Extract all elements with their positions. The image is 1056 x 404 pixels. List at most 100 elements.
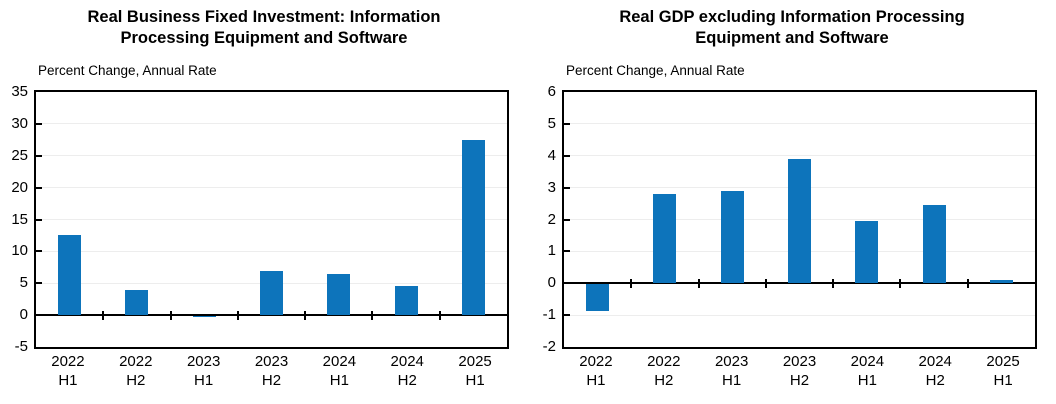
x-axis-tick xyxy=(697,279,700,289)
x-label-half: H1 xyxy=(465,372,485,389)
gridline xyxy=(36,155,507,157)
x-axis-tick xyxy=(371,311,374,321)
x-axis-category-label: 2024 H1 xyxy=(305,352,373,390)
gridline xyxy=(564,314,1035,316)
x-label-half: H1 xyxy=(586,372,606,389)
y-axis-tick-label: 35 xyxy=(11,83,28,100)
y-axis-tick xyxy=(36,282,42,285)
bar xyxy=(855,221,879,284)
x-label-year: 2022 xyxy=(119,353,153,370)
chart-title-line1: Real Business Fixed Investment: Informat… xyxy=(87,8,441,26)
zero-axis-line xyxy=(36,314,507,317)
chart-title-line2: Processing Equipment and Software xyxy=(120,29,408,47)
x-label-year: 2023 xyxy=(714,353,749,370)
y-axis-tick-label: 30 xyxy=(11,114,28,132)
x-axis-category-label: 2024 H1 xyxy=(833,352,901,390)
x-axis-tick xyxy=(102,311,105,321)
bar xyxy=(260,270,283,316)
x-axis-tick xyxy=(438,311,441,321)
y-axis-tick-label: 25 xyxy=(11,146,28,164)
gridline xyxy=(36,123,507,125)
x-axis-category-label: 2022 H2 xyxy=(102,352,170,390)
y-axis-unit-label: Percent Change, Annual Rate xyxy=(566,63,745,78)
bar xyxy=(922,205,946,284)
x-axis-tick xyxy=(764,279,767,289)
x-label-half: H1 xyxy=(993,372,1013,389)
chart-title: Real Business Fixed Investment: Informat… xyxy=(0,7,528,49)
x-label-half: H2 xyxy=(261,372,282,389)
bar xyxy=(125,290,149,316)
x-label-year: 2022 xyxy=(647,353,681,370)
y-axis-tick xyxy=(564,154,570,157)
x-label-year: 2022 xyxy=(579,353,613,370)
plot-area xyxy=(562,90,1037,349)
x-label-year: 2023 xyxy=(186,353,221,370)
y-axis-tick-label: 1 xyxy=(547,242,556,260)
y-axis-tick-label: -1 xyxy=(542,306,556,324)
x-label-half: H1 xyxy=(722,372,742,389)
x-label-year: 2024 xyxy=(850,353,885,370)
y-axis-tick xyxy=(36,250,42,253)
x-label-year: 2025 xyxy=(458,353,492,370)
y-axis-unit-label: Percent Change, Annual Rate xyxy=(38,63,217,78)
x-label-year: 2023 xyxy=(782,353,817,370)
x-label-half: H2 xyxy=(789,372,810,389)
x-label-half: H2 xyxy=(397,372,417,389)
y-axis-tick-label: 6 xyxy=(547,83,556,100)
gridline xyxy=(36,250,507,252)
chart-panel-left: Real Business Fixed Investment: Informat… xyxy=(0,7,528,390)
x-label-year: 2024 xyxy=(390,353,424,370)
y-axis-tick xyxy=(564,250,570,253)
gridline xyxy=(36,187,507,189)
x-axis-tick xyxy=(832,279,835,289)
y-axis-tick xyxy=(36,154,42,157)
x-axis-category-label: 2023 H2 xyxy=(766,352,834,390)
x-label-half: H2 xyxy=(654,372,674,389)
y-axis-tick xyxy=(564,218,570,221)
x-axis-labels: 2022 H1 2022 H2 2023 H1 2023 H2 2024 H1 2024 H2 2025… xyxy=(34,352,509,390)
bar xyxy=(586,284,610,312)
chart-title: Real GDP excluding Information Processin… xyxy=(528,7,1056,49)
bar xyxy=(720,190,744,284)
x-axis-category-label: 2022 H2 xyxy=(630,352,698,390)
x-label-year: 2023 xyxy=(254,353,289,370)
y-axis-tick-label: 5 xyxy=(547,114,556,132)
x-axis-category-label: 2022 H1 xyxy=(34,352,102,390)
x-axis-tick xyxy=(630,279,633,289)
chart-title-line1: Real GDP excluding Information Processin… xyxy=(619,8,965,26)
gridline xyxy=(564,123,1035,125)
y-axis-tick-label: 3 xyxy=(547,178,556,196)
y-axis-tick xyxy=(36,122,42,125)
x-axis-category-label: 2025 H1 xyxy=(441,352,509,390)
gridline xyxy=(564,155,1035,157)
x-axis-tick xyxy=(899,279,902,289)
bar xyxy=(394,285,418,316)
y-axis-tick-label: 15 xyxy=(11,210,28,228)
x-axis-category-label: 2023 H2 xyxy=(238,352,306,390)
x-label-half: H2 xyxy=(126,372,146,389)
x-axis-category-label: 2024 H2 xyxy=(901,352,969,390)
x-axis-category-label: 2023 H1 xyxy=(698,352,766,390)
x-label-half: H1 xyxy=(857,372,877,389)
x-axis-category-label: 2024 H2 xyxy=(373,352,441,390)
bar xyxy=(192,316,216,318)
y-axis-tick xyxy=(36,218,42,221)
bar xyxy=(989,280,1013,284)
x-axis-category-label: 2025 H1 xyxy=(969,352,1037,390)
x-axis-tick xyxy=(304,311,307,321)
y-axis-tick-label: 4 xyxy=(547,146,556,164)
x-axis-tick xyxy=(236,311,239,321)
y-axis-tick-label: 2 xyxy=(547,210,556,228)
x-axis-category-label: 2022 H1 xyxy=(562,352,630,390)
x-label-year: 2024 xyxy=(322,353,357,370)
x-label-year: 2025 xyxy=(986,353,1020,370)
x-label-half: H1 xyxy=(58,372,78,389)
bar xyxy=(327,273,351,316)
bar xyxy=(461,139,485,316)
y-axis-tick xyxy=(564,186,570,189)
y-axis-tick-label: 20 xyxy=(11,178,28,196)
x-axis-labels: 2022 H1 2022 H2 2023 H1 2023 H2 2024 H1 2024 H2 2025… xyxy=(562,352,1037,390)
x-label-half: H1 xyxy=(194,372,214,389)
x-axis-category-label: 2023 H1 xyxy=(170,352,238,390)
